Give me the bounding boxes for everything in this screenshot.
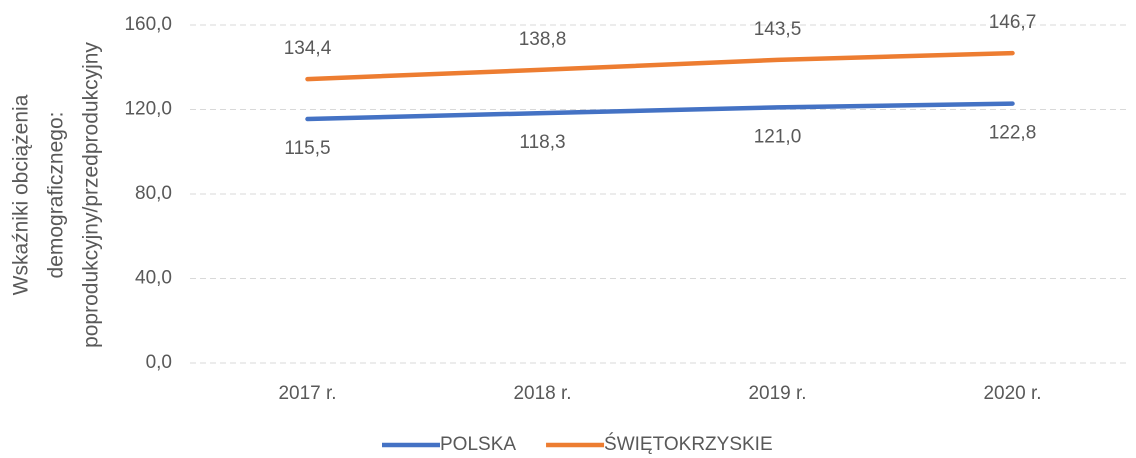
x-tick-label: 2018 r. [513, 383, 571, 404]
x-tick-label: 2019 r. [748, 383, 806, 404]
x-tick-label: 2017 r. [278, 383, 336, 404]
y-tick-label: 160,0 [124, 14, 172, 35]
data-label: 122,8 [989, 123, 1037, 144]
data-label: 134,4 [284, 38, 332, 59]
data-label: 115,5 [284, 138, 330, 159]
line-series [305, 101, 1015, 122]
data-label: 121,0 [754, 126, 802, 147]
x-tick-label: 2020 r. [983, 383, 1041, 404]
y-tick-label: 120,0 [124, 99, 172, 120]
legend-label: ŚWIĘTOKRZYSKIE [604, 433, 773, 455]
data-label: 138,8 [519, 29, 567, 50]
y-axis-label: poprodukcyjny/przedprodukcyjny [80, 42, 103, 348]
y-tick-label: 0,0 [146, 352, 172, 373]
y-tick-label: 80,0 [135, 183, 172, 204]
line-series [305, 50, 1015, 82]
y-axis-label: Wskaźniki obciążenia [10, 94, 33, 295]
y-tick-label: 40,0 [135, 268, 172, 289]
legend-label: POLSKA [440, 434, 516, 455]
y-axis-label: demograficznego: [45, 112, 68, 279]
data-label: 146,7 [989, 12, 1037, 33]
data-label: 143,5 [754, 19, 802, 40]
data-label: 118,3 [519, 132, 565, 153]
